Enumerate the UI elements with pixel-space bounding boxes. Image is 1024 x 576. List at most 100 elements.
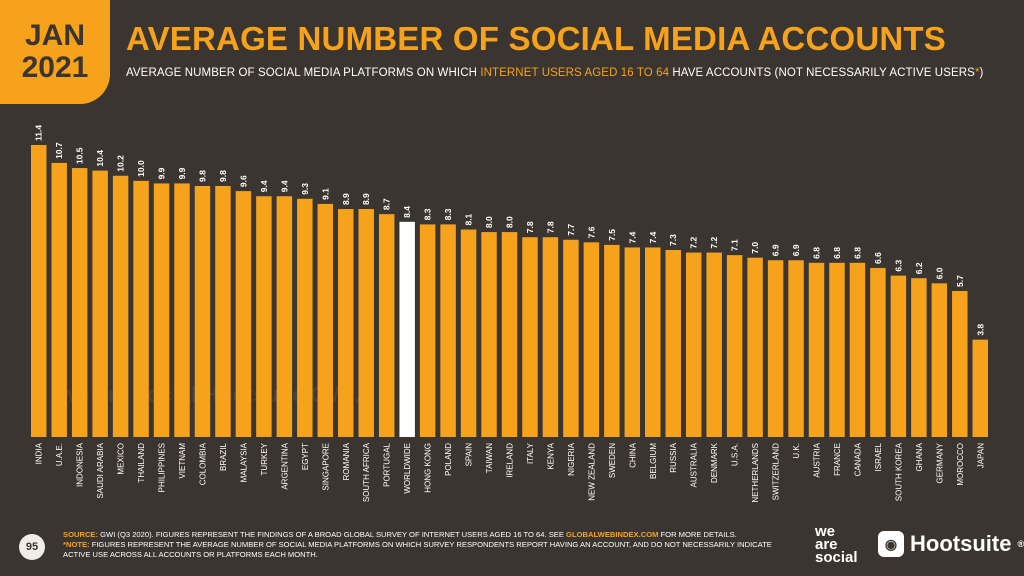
category-label: ITALY — [526, 442, 535, 464]
value-label: 9.1 — [320, 188, 330, 200]
category-label: U.K. — [792, 443, 801, 459]
bar-u-k — [788, 260, 804, 437]
category-label: SOUTH AFRICA — [362, 442, 371, 502]
bar-china — [624, 247, 641, 437]
category-label: AUSTRIA — [813, 442, 822, 477]
value-label: 7.5 — [607, 229, 617, 241]
value-label: 10.0 — [136, 160, 146, 177]
page-number: 95 — [19, 534, 45, 560]
category-label: EGYPT — [301, 443, 310, 470]
bar-canada — [849, 262, 866, 437]
value-label: 9.3 — [300, 183, 310, 195]
hootsuite-trademark: ® — [1017, 539, 1024, 549]
bar-india — [31, 145, 47, 437]
note: *NOTE: FIGURES REPRESENT THE AVERAGE NUM… — [63, 540, 783, 560]
page-title: AVERAGE NUMBER OF SOCIAL MEDIA ACCOUNTS — [126, 20, 946, 57]
value-label: 8.1 — [464, 213, 474, 225]
category-label: RUSSIA — [669, 442, 678, 472]
bar-germany — [931, 283, 948, 437]
value-label: 7.6 — [586, 226, 596, 238]
value-label: 7.7 — [566, 224, 576, 236]
value-label: 7.4 — [648, 231, 658, 243]
bar-hong-kong — [419, 224, 436, 437]
we-are-social-logo: we are social — [815, 523, 858, 566]
page-subtitle: AVERAGE NUMBER OF SOCIAL MEDIA PLATFORMS… — [126, 67, 983, 79]
category-label: ARGENTINA — [280, 442, 289, 489]
value-label: 6.0 — [934, 267, 944, 279]
value-label: 9.9 — [157, 167, 167, 179]
value-label: 9.4 — [279, 180, 289, 192]
bar-egypt — [297, 198, 313, 437]
value-label: 6.3 — [893, 260, 903, 272]
bar-new-zealand — [583, 242, 600, 437]
owl-icon: ◉ — [878, 531, 904, 557]
category-label: U.S.A. — [731, 443, 740, 466]
bar-russia — [665, 250, 681, 437]
value-label: 6.9 — [771, 244, 781, 256]
category-label: U.A.E. — [55, 443, 64, 466]
was-logo-line-2: are — [815, 536, 838, 553]
category-label: PHILIPPINES — [158, 443, 167, 492]
category-label: POLAND — [444, 443, 453, 476]
value-label: 9.6 — [238, 175, 248, 187]
bar-nigeria — [563, 239, 579, 437]
category-label: KENYA — [546, 442, 555, 469]
value-label: 10.7 — [54, 142, 64, 159]
footnotes: SOURCE: GWI (Q3 2020). FIGURES REPRESENT… — [63, 530, 783, 559]
bar-austria — [808, 262, 825, 437]
value-label: 8.0 — [505, 216, 515, 228]
value-label: 7.2 — [709, 236, 719, 248]
value-label: 9.4 — [259, 180, 269, 192]
category-label: BRAZIL — [219, 442, 228, 471]
subtitle-post: HAVE ACCOUNTS (NOT NECESSARILY ACTIVE US… — [669, 67, 975, 79]
category-label: THAILAND — [137, 443, 146, 483]
category-label: NEW ZEALAND — [587, 443, 596, 501]
hootsuite-logo: ◉ Hootsuite ® — [878, 531, 1024, 557]
was-logo-line-1: we — [815, 523, 836, 540]
category-label: SAUDI ARABIA — [96, 442, 105, 498]
date-year: 2021 — [21, 51, 89, 84]
bar-saudi-arabia — [92, 170, 108, 438]
value-label: 6.6 — [873, 252, 883, 264]
category-label: CHINA — [628, 442, 637, 468]
bar-vietnam — [174, 183, 190, 437]
bar-thailand — [133, 180, 149, 438]
value-label: 10.5 — [75, 147, 85, 164]
category-label: GHANA — [915, 442, 924, 471]
value-label: 3.8 — [975, 324, 985, 336]
category-label: ROMANIA — [342, 442, 351, 480]
value-label: 8.3 — [423, 208, 433, 220]
bar-taiwan — [481, 232, 497, 437]
category-label: COLOMBIA — [198, 442, 207, 485]
value-label: 10.4 — [95, 150, 105, 167]
subtitle-end: ) — [979, 67, 984, 79]
bar-romania — [338, 209, 354, 437]
category-label: TAIWAN — [485, 443, 494, 473]
source-note: SOURCE: GWI (Q3 2020). FIGURES REPRESENT… — [63, 530, 783, 540]
value-label: 8.7 — [382, 198, 392, 210]
bar-south-africa — [358, 209, 374, 437]
subtitle-pre: AVERAGE NUMBER OF SOCIAL MEDIA PLATFORMS… — [126, 67, 481, 79]
category-label: MOROCCO — [956, 443, 965, 486]
source-link[interactable]: GLOBALWEBINDEX.COM — [566, 530, 659, 539]
bar-u-a-e — [51, 162, 67, 437]
note-text: FIGURES REPRESENT THE AVERAGE NUMBER OF … — [63, 539, 772, 559]
was-logo-line-3: social — [815, 549, 858, 566]
bar-turkey — [256, 196, 272, 437]
category-label: TURKEY — [260, 442, 269, 475]
value-label: 11.4 — [34, 125, 44, 141]
value-label: 9.8 — [197, 170, 207, 182]
value-label: 6.8 — [852, 247, 862, 259]
value-label: 7.3 — [668, 234, 678, 246]
hootsuite-wordmark: Hootsuite — [910, 531, 1012, 556]
category-label: NIGERIA — [567, 442, 576, 476]
category-label: ISRAEL — [874, 442, 883, 471]
bar-france — [829, 262, 845, 437]
bar-spain — [460, 229, 477, 437]
bar-indonesia — [71, 168, 88, 438]
source-text: GWI (Q3 2020). FIGURES REPRESENT THE FIN… — [98, 530, 567, 539]
bar-ghana — [911, 278, 927, 437]
value-label: 6.8 — [832, 247, 842, 259]
bar-japan — [972, 339, 988, 437]
value-label: 8.9 — [361, 193, 371, 205]
